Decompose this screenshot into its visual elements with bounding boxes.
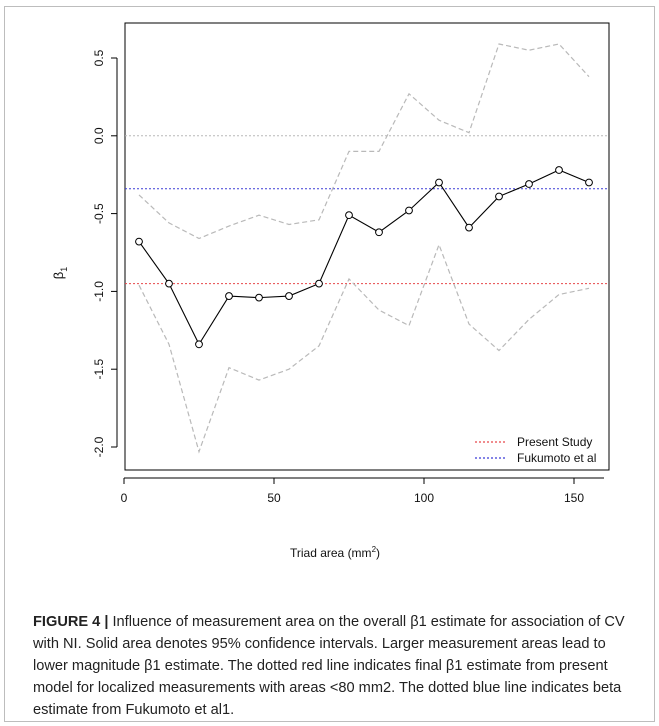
estimate-point [165, 279, 173, 288]
figure-frame: 0 50 100 150 -2.0 -1.5 -1.0 -0.5 0.0 0.5 Present S… [4, 6, 655, 722]
estimate-point [225, 292, 233, 300]
x-tick-label: 50 [267, 491, 281, 505]
y-tick-label: -1.5 [92, 359, 106, 380]
plot-area: 0 50 100 150 -2.0 -1.5 -1.0 -0.5 0.0 0.5 Present S… [92, 22, 610, 505]
estimate-point [315, 279, 323, 288]
figure-caption: FIGURE 4 | Influence of measurement area… [33, 611, 633, 721]
y-tick-label: -1.0 [92, 281, 106, 302]
estimate-point [405, 206, 413, 215]
caption-text: Influence of measurement area on the ove… [33, 614, 625, 718]
estimate-line [138, 169, 590, 346]
y-tick-label: -0.5 [92, 203, 106, 224]
x-axis-label: Triad area (mm2) [290, 545, 380, 560]
ci-upper-line [138, 43, 590, 240]
figure-label: FIGURE 4 | [33, 614, 113, 630]
y-tick-label: -2.0 [92, 436, 106, 457]
estimate-point [195, 340, 203, 349]
ci-lower-line [138, 243, 590, 454]
estimate-point [495, 192, 503, 201]
estimate-point [285, 292, 293, 300]
estimate-point [375, 228, 383, 237]
x-tick-label: 0 [121, 491, 128, 505]
plot-border [124, 22, 610, 471]
estimate-point [465, 223, 473, 232]
estimate-point [255, 293, 263, 302]
y-tick-label: 0.5 [92, 49, 106, 66]
x-tick-label: 100 [414, 491, 434, 505]
estimate-point [585, 178, 593, 187]
estimate-point [555, 166, 563, 174]
estimate-point [435, 178, 443, 187]
estimate-point [345, 211, 353, 220]
y-tick-label: 0.0 [92, 127, 106, 144]
legend-label-1: Fukumoto et al [517, 451, 596, 465]
x-tick-label: 150 [564, 491, 584, 505]
chart: 0 50 100 150 -2.0 -1.5 -1.0 -0.5 0.0 0.5 Present S… [51, 22, 610, 560]
y-axis-label: β1 [51, 267, 69, 280]
estimate-point [135, 237, 143, 246]
legend-label-0: Present Study [517, 435, 592, 449]
estimate-point [525, 180, 533, 188]
